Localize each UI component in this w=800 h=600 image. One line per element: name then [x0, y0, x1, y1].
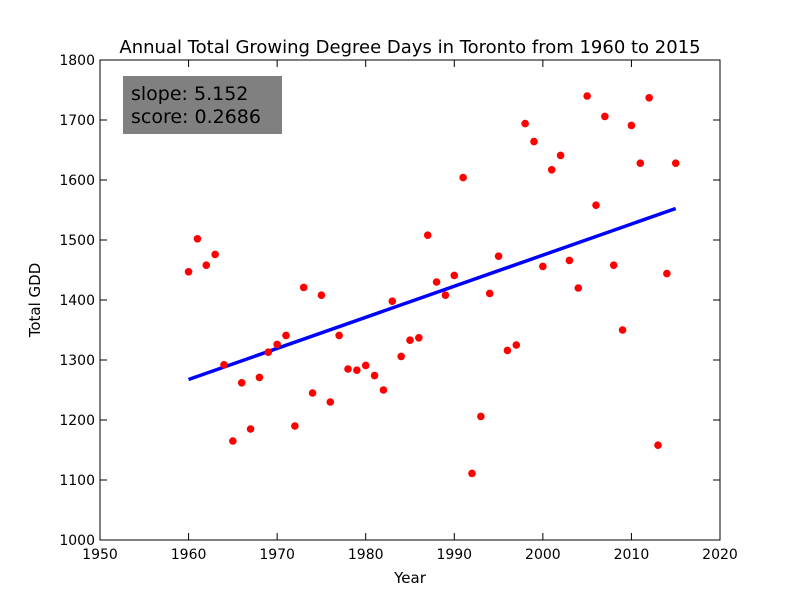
score-text: score: 0.2686	[131, 106, 261, 128]
data-point	[299, 283, 308, 292]
annotation-box	[123, 76, 282, 134]
data-point	[184, 268, 193, 276]
data-point	[574, 284, 583, 292]
data-point	[609, 261, 618, 270]
chart-title: Annual Total Growing Degree Days in Toro…	[119, 37, 700, 58]
data-point	[450, 271, 459, 280]
data-point	[423, 231, 432, 239]
data-point	[370, 371, 379, 380]
data-point	[415, 334, 423, 342]
y-tick-label: 1400	[59, 293, 95, 309]
data-point	[220, 361, 228, 369]
data-point	[485, 289, 494, 298]
y-tick-label: 1600	[59, 173, 95, 189]
data-point	[645, 94, 653, 102]
data-point	[282, 331, 290, 340]
y-tick-label: 1500	[59, 233, 95, 249]
data-point	[344, 365, 352, 373]
x-axis-label: Year	[393, 569, 427, 587]
data-point	[388, 297, 397, 306]
x-tick-label: 2020	[702, 547, 738, 563]
x-tick-label: 1980	[348, 547, 384, 563]
y-tick-label: 1700	[59, 113, 95, 129]
data-point	[618, 326, 627, 334]
data-point	[477, 412, 485, 421]
data-point	[335, 331, 343, 340]
data-point	[601, 112, 609, 121]
data-point	[353, 366, 361, 375]
stats-annotation: slope: 5.152 score: 0.2686	[123, 76, 282, 134]
data-point	[361, 361, 370, 370]
data-point	[468, 469, 476, 478]
data-point	[521, 119, 529, 128]
data-point	[379, 386, 388, 394]
data-point	[273, 340, 281, 349]
x-tick-label: 1950	[82, 547, 118, 563]
data-point	[512, 341, 521, 349]
data-point	[441, 291, 450, 300]
x-axis: 1950 1960 1970 1980 1990 2000 2010 2020	[82, 60, 738, 563]
data-point	[636, 159, 645, 167]
y-axis-label: Total GDD	[26, 263, 44, 339]
data-point	[539, 262, 547, 271]
data-point	[547, 166, 556, 174]
data-point	[211, 250, 219, 259]
x-tick-label: 1970	[259, 547, 295, 563]
data-point	[264, 348, 273, 357]
x-tick-label: 1990	[436, 547, 472, 563]
data-point	[255, 373, 264, 382]
y-tick-label: 1000	[59, 533, 95, 549]
data-point	[503, 346, 512, 355]
data-point	[565, 256, 574, 265]
data-point	[229, 437, 237, 445]
data-point	[627, 121, 636, 130]
data-point	[663, 269, 671, 278]
data-point	[317, 291, 326, 300]
data-point	[326, 398, 335, 406]
data-point	[583, 92, 591, 100]
data-point	[246, 425, 255, 433]
data-point	[308, 389, 317, 397]
y-axis: 1000 1100 1200 1300 1400 1500 1600 1700 1800	[59, 53, 720, 549]
x-tick-label: 2010	[614, 547, 650, 563]
data-point	[397, 352, 405, 361]
x-tick-label: 1960	[171, 547, 207, 563]
data-point	[432, 278, 441, 286]
data-point	[459, 173, 467, 182]
x-tick-label: 2000	[525, 547, 561, 563]
y-tick-label: 1300	[59, 353, 95, 369]
data-point	[193, 235, 202, 243]
data-point	[494, 252, 503, 260]
data-point	[592, 201, 600, 209]
data-point	[406, 336, 414, 345]
slope-text: slope: 5.152	[131, 83, 248, 105]
data-point	[291, 422, 299, 430]
y-tick-label: 1800	[59, 53, 95, 69]
data-point	[654, 441, 662, 450]
y-tick-label: 1200	[59, 413, 95, 429]
data-point	[671, 159, 680, 167]
data-point	[530, 137, 538, 146]
plot-content	[184, 92, 680, 478]
y-tick-label: 1100	[59, 473, 95, 489]
data-point	[556, 151, 565, 160]
data-point	[202, 261, 211, 270]
data-point	[237, 379, 246, 387]
